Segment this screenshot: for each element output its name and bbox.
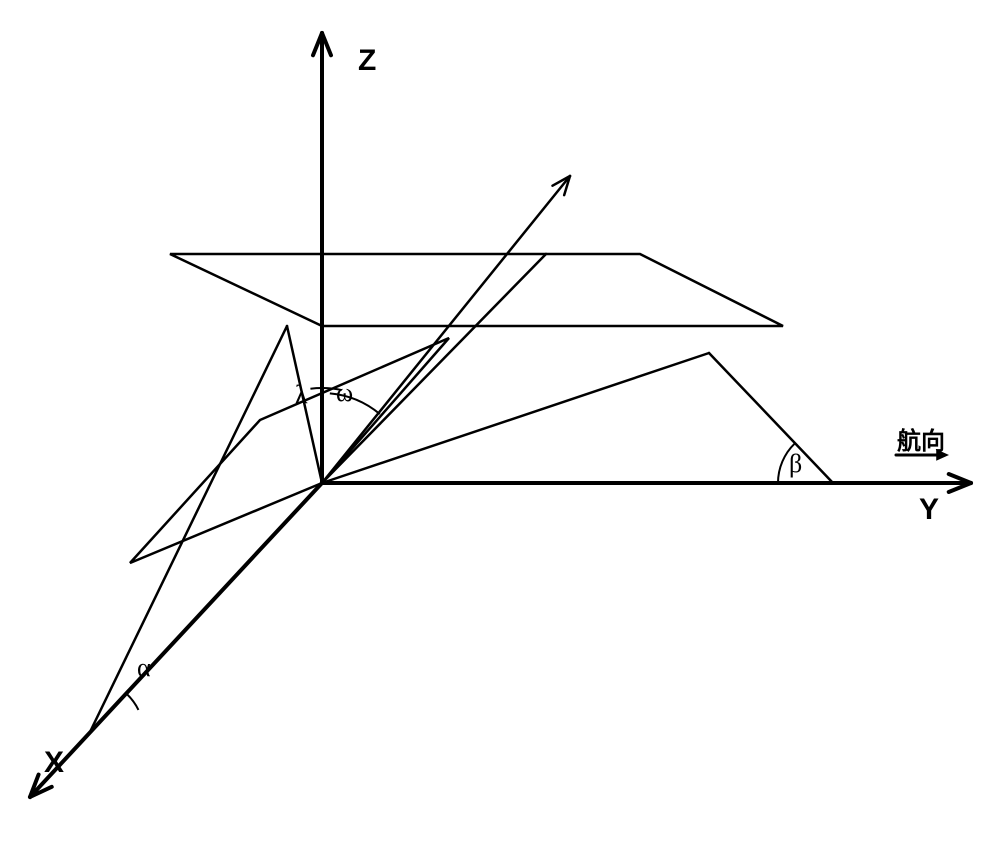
- heading-text: 航向: [897, 421, 945, 456]
- lambda-label: λ: [295, 380, 308, 410]
- coordinate-diagram: [0, 0, 1000, 847]
- alpha-label: α: [137, 653, 151, 683]
- beta-label: β: [789, 449, 802, 479]
- z-axis-label: Z: [358, 44, 376, 78]
- y-axis-label: Y: [919, 493, 939, 527]
- omega-label: ω: [336, 378, 353, 408]
- x-axis-label: X: [44, 746, 64, 780]
